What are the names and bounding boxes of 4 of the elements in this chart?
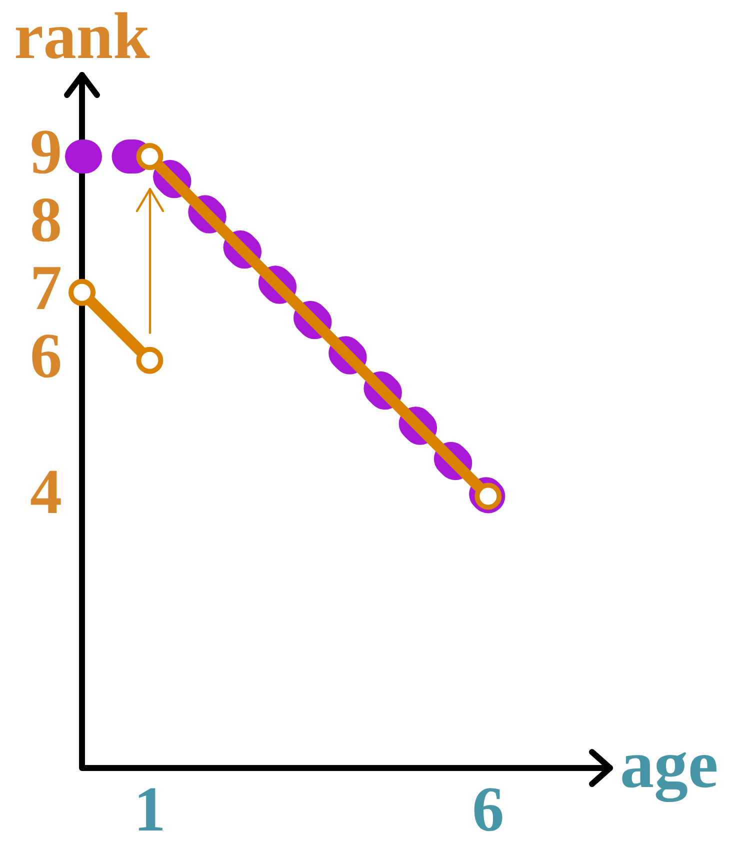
y-tick-label: 4 [30,456,62,527]
x-tick-label: 1 [134,774,166,842]
x-axis-title: age [620,726,718,803]
y-axis-title: rank [14,0,150,73]
